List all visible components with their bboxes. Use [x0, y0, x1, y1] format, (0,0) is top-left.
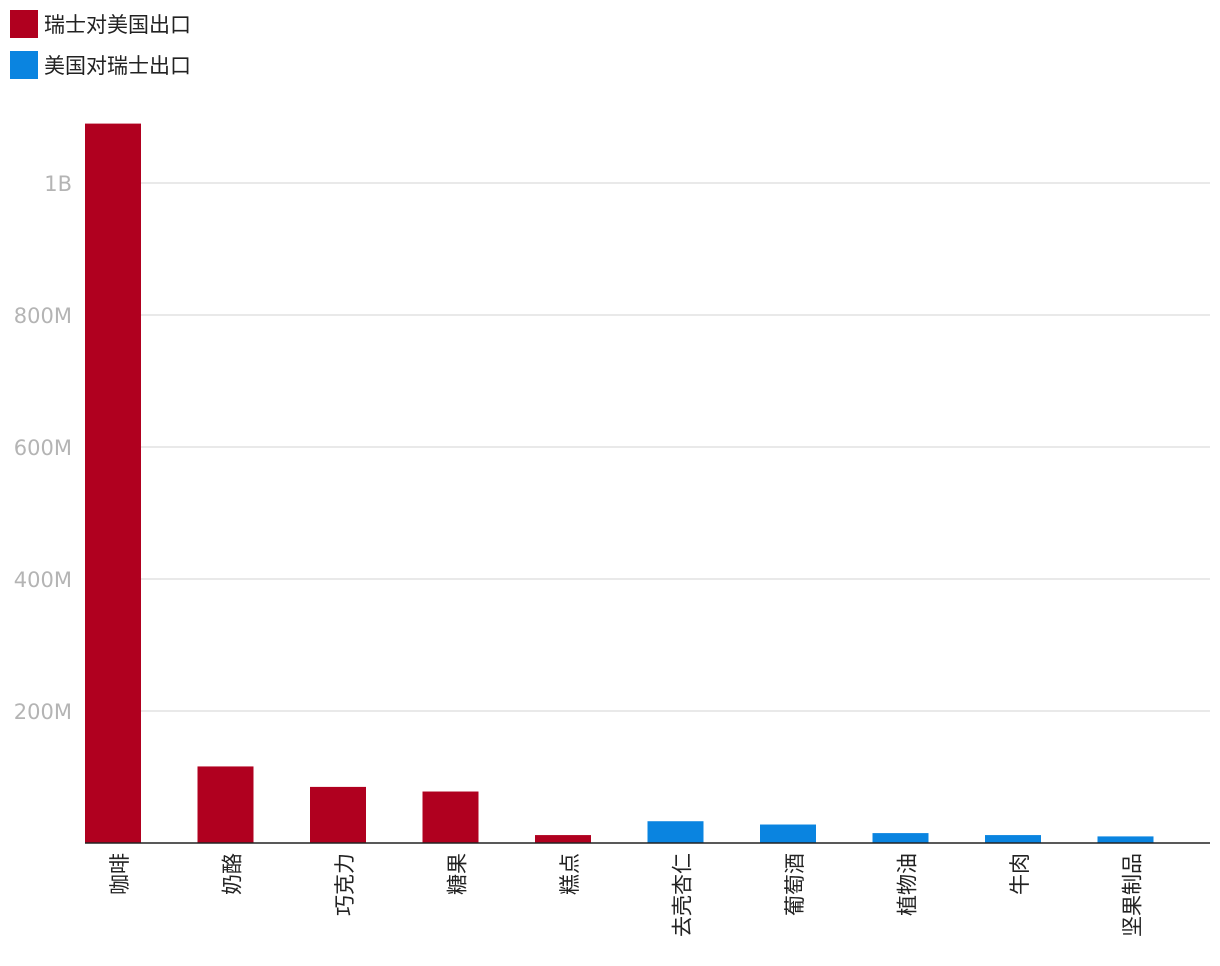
x-category-label: 坚果制品	[1121, 853, 1145, 937]
y-tick-label: 600M	[14, 436, 72, 460]
legend-item-us-exports: 美国对瑞士出口	[10, 51, 191, 79]
bar	[422, 791, 479, 843]
bar	[872, 833, 929, 843]
legend-item-swiss-exports: 瑞士对美国出口	[10, 10, 191, 38]
legend-label-us-exports: 美国对瑞士出口	[44, 54, 191, 78]
y-tick-label: 400M	[14, 568, 72, 592]
x-category-label: 牛肉	[1008, 853, 1032, 895]
x-category-label: 植物油	[896, 853, 920, 916]
x-category-label: 奶酪	[221, 853, 245, 895]
x-category-label: 葡萄酒	[783, 853, 807, 916]
bar	[647, 821, 704, 843]
legend-label-swiss-exports: 瑞士对美国出口	[44, 13, 191, 37]
legend: 瑞士对美国出口 美国对瑞士出口	[10, 10, 191, 92]
x-category-label: 去壳杏仁	[671, 853, 695, 937]
x-category-label: 糕点	[558, 853, 582, 895]
y-tick-label: 1B	[44, 172, 72, 196]
bar	[985, 835, 1041, 843]
legend-swatch-us-exports	[10, 51, 38, 79]
x-category-label: 糖果	[446, 853, 470, 895]
x-category-label: 咖啡	[108, 853, 132, 895]
bar	[535, 835, 591, 843]
legend-swatch-swiss-exports	[10, 10, 38, 38]
y-tick-label: 800M	[14, 304, 72, 328]
bar	[310, 786, 366, 843]
bar	[760, 824, 816, 843]
bar	[197, 766, 254, 843]
bar	[1097, 836, 1154, 843]
bar	[85, 123, 141, 844]
x-category-label: 巧克力	[333, 853, 357, 916]
y-tick-label: 200M	[14, 700, 72, 724]
